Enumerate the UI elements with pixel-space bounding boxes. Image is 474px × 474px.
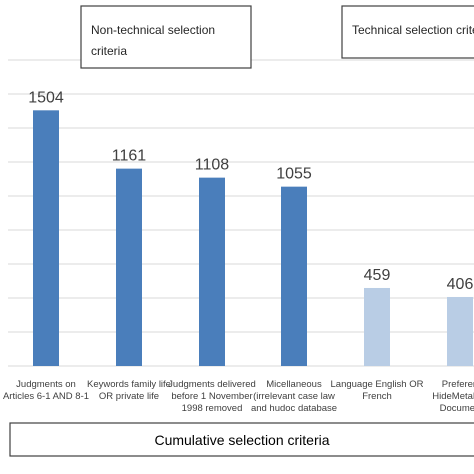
value-labels: 1504 1161 1108 1055 459 406 xyxy=(28,89,473,293)
category-label: (irrelevant case law xyxy=(253,391,335,402)
category-label: Micellaneous xyxy=(266,379,322,390)
technical-group-box: Technical selection crite xyxy=(341,5,474,59)
bars xyxy=(33,110,473,366)
bar xyxy=(447,296,473,366)
bar-value-label: 459 xyxy=(364,267,391,284)
category-label: OR private life xyxy=(99,391,159,402)
bar-value-label: 406 xyxy=(447,276,474,293)
category-label: Judgments on xyxy=(16,379,76,390)
gridlines xyxy=(8,59,474,367)
bar xyxy=(116,168,142,366)
category-label: Preferen xyxy=(442,379,474,390)
category-label: Judgments delivered xyxy=(168,379,256,390)
bar-value-label: 1161 xyxy=(112,148,147,165)
category-label: Articles 6-1 AND 8-1 xyxy=(3,391,89,402)
category-label: Documen xyxy=(440,403,474,414)
bar xyxy=(33,110,59,366)
bar xyxy=(281,186,307,366)
category-label: French xyxy=(362,391,392,402)
bar xyxy=(199,177,225,366)
bar-value-label: 1055 xyxy=(276,166,312,183)
category-label: Language English OR xyxy=(331,379,424,390)
bar-value-label: 1504 xyxy=(28,89,64,106)
category-label: and hudoc database xyxy=(251,403,337,414)
non-technical-label-line-2: criteria xyxy=(91,44,127,58)
non-technical-group-box: Non-technical selection criteria xyxy=(80,5,252,69)
footer-box: Cumulative selection criteria xyxy=(9,422,474,457)
bar xyxy=(364,287,390,366)
category-label: Keywords family life xyxy=(87,379,171,390)
category-label: HideMetaDat xyxy=(432,391,474,402)
bar-value-label: 1108 xyxy=(195,157,230,174)
non-technical-label-line-1: Non-technical selection xyxy=(91,23,215,37)
category-label: 1998 removed xyxy=(182,403,243,414)
technical-label: Technical selection crite xyxy=(352,23,474,37)
category-label: before 1 November xyxy=(171,391,252,402)
footer-title: Cumulative selection criteria xyxy=(154,432,329,448)
